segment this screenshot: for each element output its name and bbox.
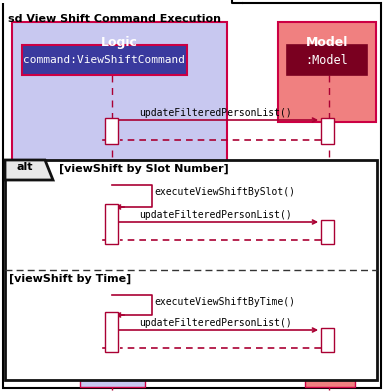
Bar <box>12 22 227 177</box>
Text: :Model: :Model <box>306 53 348 67</box>
Bar <box>80 373 145 387</box>
Bar <box>105 312 118 352</box>
Text: sd View Shift Command Execution: sd View Shift Command Execution <box>8 14 221 24</box>
Bar <box>105 118 118 144</box>
Text: alt: alt <box>17 162 33 172</box>
Bar <box>5 160 377 380</box>
Text: Model: Model <box>306 36 348 49</box>
Text: updateFilteredPersonList(): updateFilteredPersonList() <box>140 318 292 328</box>
Text: Logic: Logic <box>101 36 138 49</box>
Text: executeViewShiftBySlot(): executeViewShiftBySlot() <box>154 187 295 197</box>
Text: [viewShift by Time]: [viewShift by Time] <box>9 274 131 284</box>
Text: updateFilteredPersonList(): updateFilteredPersonList() <box>140 108 292 118</box>
Bar <box>287 45 367 75</box>
Bar <box>305 373 355 387</box>
Bar <box>105 204 118 244</box>
Text: [viewShift by Slot Number]: [viewShift by Slot Number] <box>59 164 229 174</box>
Text: updateFilteredPersonList(): updateFilteredPersonList() <box>140 210 292 220</box>
Text: command:ViewShiftCommand: command:ViewShiftCommand <box>23 55 186 65</box>
Bar <box>321 118 334 144</box>
Bar <box>22 45 187 75</box>
Polygon shape <box>5 160 53 180</box>
Bar <box>321 220 334 244</box>
Bar <box>321 328 334 352</box>
Text: executeViewShiftByTime(): executeViewShiftByTime() <box>154 297 295 307</box>
Bar <box>278 22 376 122</box>
